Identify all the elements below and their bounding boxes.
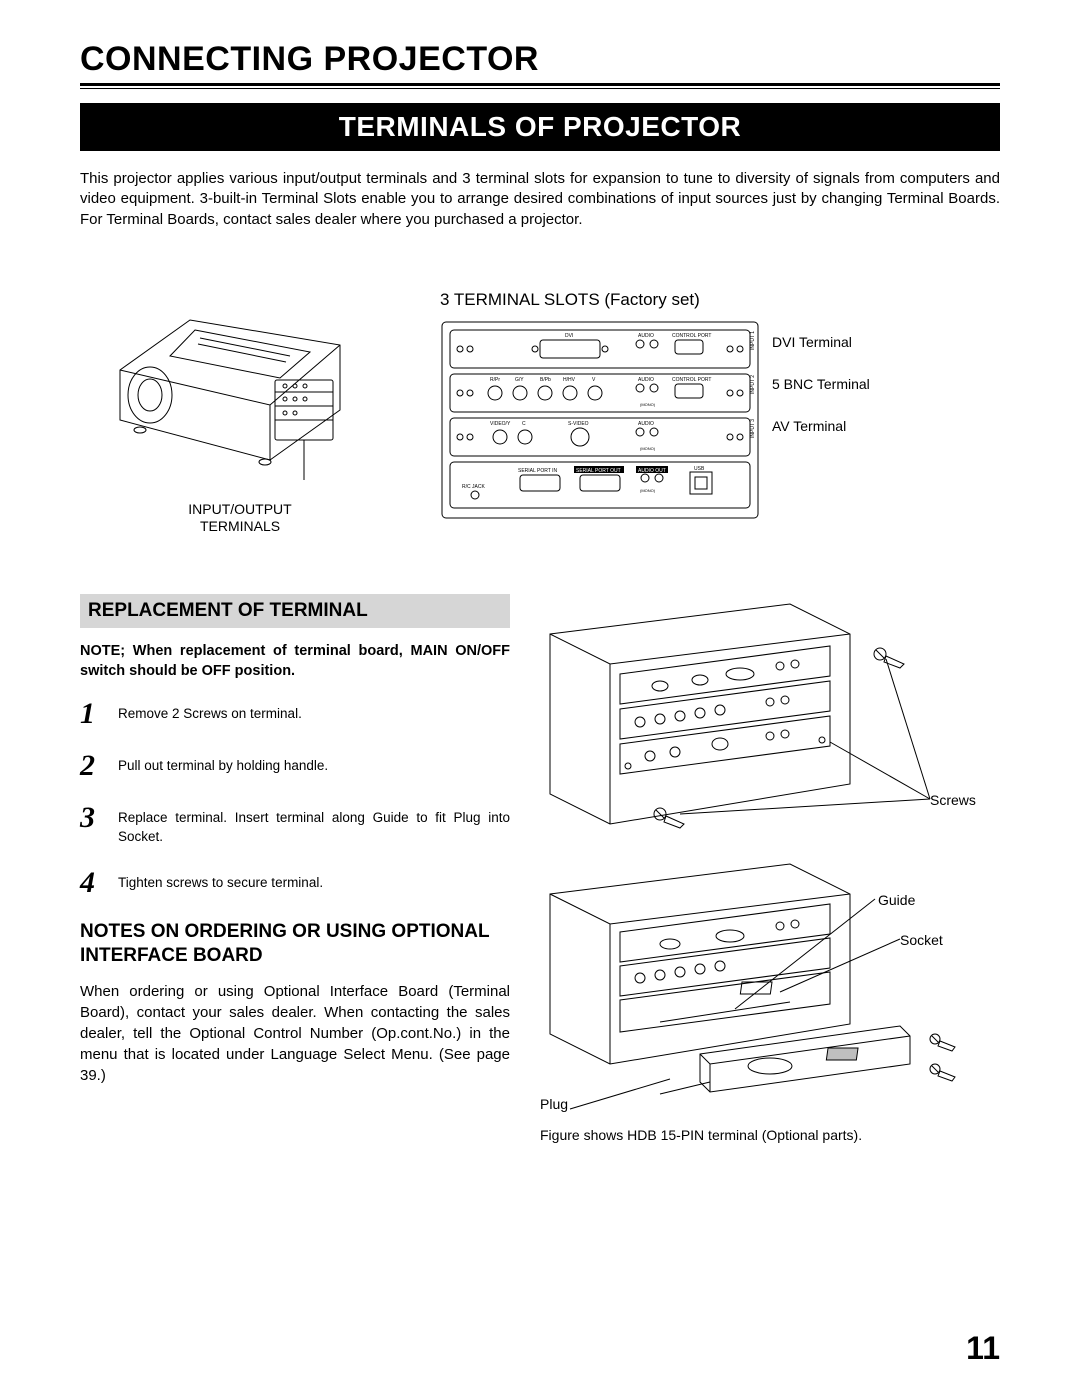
step-number: 1	[80, 699, 104, 729]
step-text: Replace terminal. Insert terminal along …	[118, 803, 510, 845]
page-title: CONNECTING PROJECTOR	[80, 40, 1000, 79]
step-text: Pull out terminal by holding handle.	[118, 751, 510, 775]
svg-text:DVI: DVI	[565, 333, 573, 339]
step-number: 2	[80, 751, 104, 781]
replacement-heading: REPLACEMENT OF TERMINAL	[80, 594, 510, 628]
svg-text:V: V	[592, 377, 596, 383]
divider-thin	[80, 88, 1000, 89]
caption-line: INPUT/OUTPUT	[188, 501, 291, 517]
section-banner: TERMINALS OF PROJECTOR	[80, 103, 1000, 151]
input-label: INPUT 3	[750, 418, 756, 437]
svg-text:B/Pb: B/Pb	[540, 377, 551, 383]
svg-text:CONTROL PORT: CONTROL PORT	[672, 333, 711, 339]
svg-text:(MONO): (MONO)	[640, 402, 656, 407]
slot-label: 5 BNC Terminal	[772, 376, 870, 392]
terminal-slots-diagram: INPUT 1 INPUT 2 INPUT 3 DVI AUDIO CONTRO…	[440, 320, 760, 520]
step-item: 2 Pull out terminal by holding handle.	[80, 751, 510, 781]
step-item: 4 Tighten screws to secure terminal.	[80, 868, 510, 898]
intro-paragraph: This projector applies various input/out…	[80, 169, 1000, 230]
figure-row-2: REPLACEMENT OF TERMINAL NOTE; When repla…	[80, 594, 1000, 1119]
step-item: 3 Replace terminal. Insert terminal alon…	[80, 803, 510, 845]
svg-text:R/Pr: R/Pr	[490, 377, 500, 383]
figure-caption: Figure shows HDB 15-PIN terminal (Option…	[540, 1127, 862, 1143]
svg-text:SERIAL PORT IN: SERIAL PORT IN	[518, 468, 557, 474]
step-text: Remove 2 Screws on terminal.	[118, 699, 510, 723]
replacement-diagram	[530, 594, 990, 1114]
step-number: 4	[80, 868, 104, 898]
replacement-note: NOTE; When replacement of terminal board…	[80, 642, 510, 681]
slots-heading: 3 TERMINAL SLOTS (Factory set)	[440, 290, 1000, 310]
caption-line: TERMINALS	[200, 518, 280, 534]
socket-label: Socket	[900, 932, 943, 948]
svg-text:(MONO): (MONO)	[640, 488, 656, 493]
svg-text:G/Y: G/Y	[515, 377, 524, 383]
input-label: INPUT 1	[750, 330, 756, 349]
step-text: Tighten screws to secure terminal.	[118, 868, 510, 892]
notes-body: When ordering or using Optional Interfac…	[80, 981, 510, 1086]
svg-text:AUDIO OUT: AUDIO OUT	[638, 468, 666, 474]
notes-heading: NOTES ON ORDERING OR USING OPTIONAL INTE…	[80, 920, 510, 968]
svg-text:S-VIDEO: S-VIDEO	[568, 421, 589, 427]
svg-text:AUDIO: AUDIO	[638, 333, 654, 339]
projector-illustration	[80, 290, 380, 490]
step-item: 1 Remove 2 Screws on terminal.	[80, 699, 510, 729]
step-number: 3	[80, 803, 104, 833]
figure-row-1: INPUT/OUTPUT TERMINALS 3 TERMINAL SLOTS …	[80, 290, 1000, 535]
svg-text:(MONO): (MONO)	[640, 446, 656, 451]
svg-text:VIDEO/Y: VIDEO/Y	[490, 421, 511, 427]
svg-text:C: C	[522, 421, 526, 427]
slot-label: AV Terminal	[772, 418, 870, 434]
screws-label: Screws	[930, 792, 976, 808]
svg-text:AUDIO: AUDIO	[638, 421, 654, 427]
guide-label: Guide	[878, 892, 915, 908]
svg-text:H/HV: H/HV	[563, 377, 576, 383]
step-list: 1 Remove 2 Screws on terminal. 2 Pull ou…	[80, 699, 510, 897]
page-number: 11	[966, 1330, 1000, 1367]
divider-thick	[80, 83, 1000, 86]
plug-label: Plug	[540, 1096, 568, 1112]
slot-label: DVI Terminal	[772, 334, 870, 350]
svg-text:R/C JACK: R/C JACK	[462, 484, 485, 490]
svg-text:CONTROL PORT: CONTROL PORT	[672, 377, 711, 383]
projector-caption: INPUT/OUTPUT TERMINALS	[80, 501, 400, 535]
svg-text:USB: USB	[694, 466, 705, 472]
input-label: INPUT 2	[750, 374, 756, 393]
svg-text:SERIAL PORT OUT: SERIAL PORT OUT	[576, 468, 621, 474]
svg-text:AUDIO: AUDIO	[638, 377, 654, 383]
